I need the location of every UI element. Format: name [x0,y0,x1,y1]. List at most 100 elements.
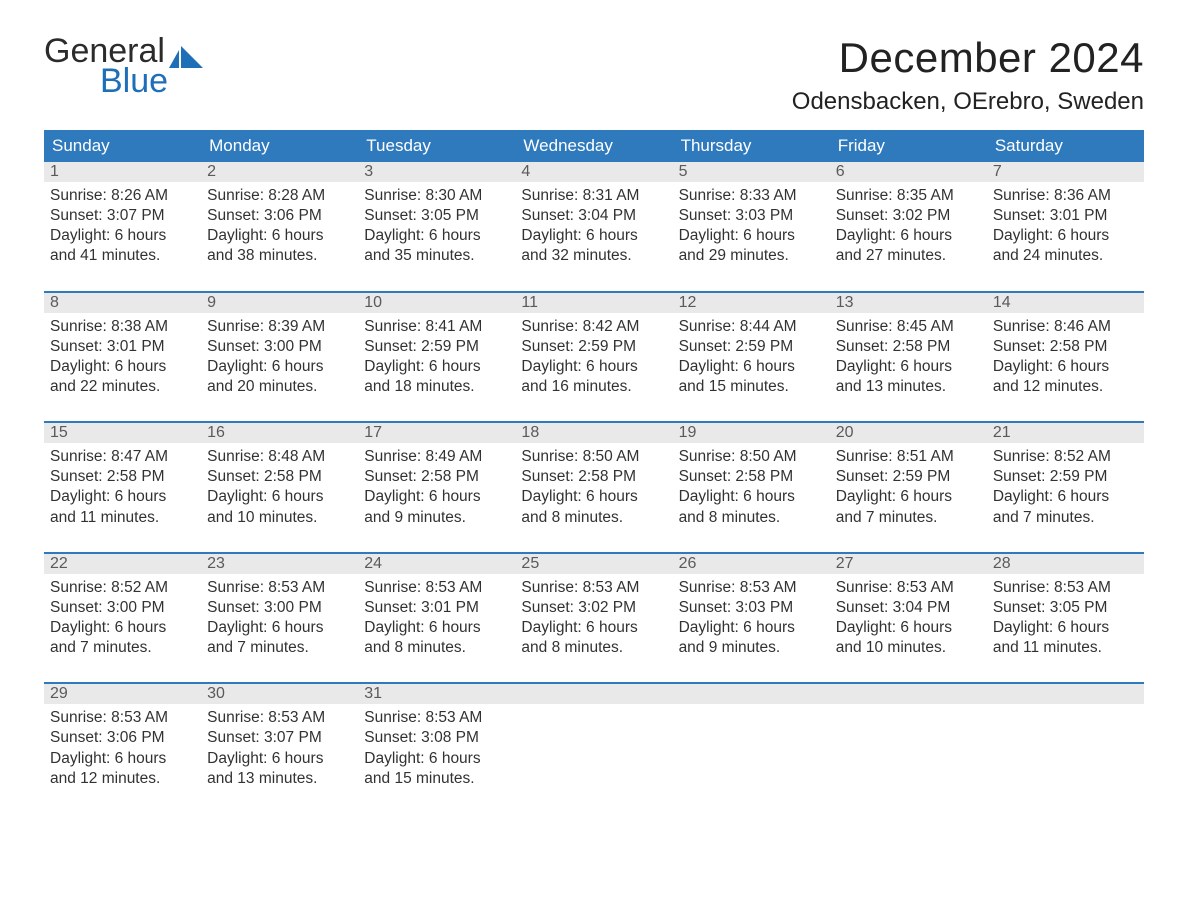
daylight-line: Daylight: 6 hours and 11 minutes. [993,618,1138,658]
col-tuesday: Tuesday [358,130,515,162]
day-body: Sunrise: 8:52 AMSunset: 3:00 PMDaylight:… [44,574,201,661]
calendar-day: 19Sunrise: 8:50 AMSunset: 2:58 PMDayligh… [673,423,830,530]
day-body: Sunrise: 8:53 AMSunset: 3:08 PMDaylight:… [358,704,515,791]
day-body: Sunrise: 8:53 AMSunset: 3:07 PMDaylight:… [201,704,358,791]
sunset-line: Sunset: 3:02 PM [521,598,666,618]
day-number: 8 [44,293,201,313]
sunset-line: Sunset: 3:05 PM [993,598,1138,618]
daylight-line: Daylight: 6 hours and 9 minutes. [364,487,509,527]
sunrise-line: Sunrise: 8:33 AM [679,186,824,206]
sunset-line: Sunset: 2:58 PM [993,337,1138,357]
calendar-day: Sunrise: Sunset: Daylight: [987,684,1144,791]
col-saturday: Saturday [987,130,1144,162]
daylight-line: Daylight: 6 hours and 15 minutes. [679,357,824,397]
day-number: 31 [358,684,515,704]
sunset-line: Sunset: 2:58 PM [521,467,666,487]
daylight-line: Daylight: 6 hours and 9 minutes. [679,618,824,658]
page-header: General Blue December 2024 Odensbacken, … [44,34,1144,116]
calendar-day: 3Sunrise: 8:30 AMSunset: 3:05 PMDaylight… [358,162,515,269]
sunset-line: Sunset: 3:00 PM [207,598,352,618]
col-wednesday: Wednesday [515,130,672,162]
calendar-day: 23Sunrise: 8:53 AMSunset: 3:00 PMDayligh… [201,554,358,661]
sunrise-line: Sunrise: 8:52 AM [993,447,1138,467]
daylight-line: Daylight: 6 hours and 8 minutes. [364,618,509,658]
day-body: Sunrise: 8:47 AMSunset: 2:58 PMDaylight:… [44,443,201,530]
day-number: 15 [44,423,201,443]
col-thursday: Thursday [673,130,830,162]
day-number: 30 [201,684,358,704]
sunrise-line: Sunrise: 8:48 AM [207,447,352,467]
day-number: 6 [830,162,987,182]
sunrise-line: Sunrise: 8:38 AM [50,317,195,337]
day-number: 24 [358,554,515,574]
logo-text-2: Blue [44,64,203,98]
calendar-day: 16Sunrise: 8:48 AMSunset: 2:58 PMDayligh… [201,423,358,530]
calendar-day: 26Sunrise: 8:53 AMSunset: 3:03 PMDayligh… [673,554,830,661]
day-number: 14 [987,293,1144,313]
calendar-day: Sunrise: Sunset: Daylight: [515,684,672,791]
daylight-line: Daylight: 6 hours and 27 minutes. [836,226,981,266]
day-body: Sunrise: 8:35 AMSunset: 3:02 PMDaylight:… [830,182,987,269]
calendar-day: 29Sunrise: 8:53 AMSunset: 3:06 PMDayligh… [44,684,201,791]
day-body: Sunrise: 8:46 AMSunset: 2:58 PMDaylight:… [987,313,1144,400]
day-body: Sunrise: 8:42 AMSunset: 2:59 PMDaylight:… [515,313,672,400]
calendar-week: 15Sunrise: 8:47 AMSunset: 2:58 PMDayligh… [44,421,1144,530]
calendar-day: 27Sunrise: 8:53 AMSunset: 3:04 PMDayligh… [830,554,987,661]
weeks-container: 1Sunrise: 8:26 AMSunset: 3:07 PMDaylight… [44,162,1144,791]
day-body: Sunrise: 8:53 AMSunset: 3:05 PMDaylight:… [987,574,1144,661]
daylight-line: Daylight: 6 hours and 22 minutes. [50,357,195,397]
calendar-day: 11Sunrise: 8:42 AMSunset: 2:59 PMDayligh… [515,293,672,400]
sunrise-line: Sunrise: 8:53 AM [364,708,509,728]
day-body: Sunrise: 8:49 AMSunset: 2:58 PMDaylight:… [358,443,515,530]
daylight-line: Daylight: 6 hours and 7 minutes. [207,618,352,658]
sunset-line: Sunset: 3:02 PM [836,206,981,226]
daylight-line: Daylight: 6 hours and 11 minutes. [50,487,195,527]
daylight-line: Daylight: 6 hours and 7 minutes. [836,487,981,527]
calendar-day: 18Sunrise: 8:50 AMSunset: 2:58 PMDayligh… [515,423,672,530]
day-number: 21 [987,423,1144,443]
calendar-week: 22Sunrise: 8:52 AMSunset: 3:00 PMDayligh… [44,552,1144,661]
sunset-line: Sunset: 3:05 PM [364,206,509,226]
calendar-day: Sunrise: Sunset: Daylight: [673,684,830,791]
daylight-line: Daylight: 6 hours and 7 minutes. [993,487,1138,527]
sunrise-line: Sunrise: 8:53 AM [207,708,352,728]
sunset-line: Sunset: 2:58 PM [679,467,824,487]
day-number: 10 [358,293,515,313]
sunrise-line: Sunrise: 8:53 AM [207,578,352,598]
day-number: 25 [515,554,672,574]
sunrise-line: Sunrise: 8:39 AM [207,317,352,337]
day-number: 26 [673,554,830,574]
sunset-line: Sunset: 3:04 PM [836,598,981,618]
day-number: 12 [673,293,830,313]
day-number [515,684,672,704]
title-block: December 2024 Odensbacken, OErebro, Swed… [792,34,1144,116]
calendar-day: 4Sunrise: 8:31 AMSunset: 3:04 PMDaylight… [515,162,672,269]
day-body: Sunrise: 8:38 AMSunset: 3:01 PMDaylight:… [44,313,201,400]
daylight-line: Daylight: 6 hours and 35 minutes. [364,226,509,266]
daylight-line: Daylight: 6 hours and 18 minutes. [364,357,509,397]
month-title: December 2024 [792,34,1144,82]
sunset-line: Sunset: 3:03 PM [679,598,824,618]
sunrise-line: Sunrise: 8:36 AM [993,186,1138,206]
day-number: 2 [201,162,358,182]
sunset-line: Sunset: 2:58 PM [836,337,981,357]
daylight-line: Daylight: 6 hours and 10 minutes. [836,618,981,658]
day-body: Sunrise: 8:31 AMSunset: 3:04 PMDaylight:… [515,182,672,269]
sunset-line: Sunset: 2:58 PM [207,467,352,487]
calendar-day: 25Sunrise: 8:53 AMSunset: 3:02 PMDayligh… [515,554,672,661]
day-number: 9 [201,293,358,313]
sunrise-line: Sunrise: 8:50 AM [521,447,666,467]
day-body: Sunrise: 8:45 AMSunset: 2:58 PMDaylight:… [830,313,987,400]
day-number: 16 [201,423,358,443]
sunset-line: Sunset: 2:59 PM [521,337,666,357]
daylight-line: Daylight: 6 hours and 8 minutes. [521,618,666,658]
calendar-week: 8Sunrise: 8:38 AMSunset: 3:01 PMDaylight… [44,291,1144,400]
sunset-line: Sunset: 3:01 PM [364,598,509,618]
sunset-line: Sunset: 2:59 PM [364,337,509,357]
sunset-line: Sunset: 2:59 PM [679,337,824,357]
sunset-line: Sunset: 2:59 PM [836,467,981,487]
daylight-line: Daylight: 6 hours and 8 minutes. [521,487,666,527]
sunset-line: Sunset: 3:01 PM [50,337,195,357]
day-body: Sunrise: 8:52 AMSunset: 2:59 PMDaylight:… [987,443,1144,530]
calendar-day: 17Sunrise: 8:49 AMSunset: 2:58 PMDayligh… [358,423,515,530]
